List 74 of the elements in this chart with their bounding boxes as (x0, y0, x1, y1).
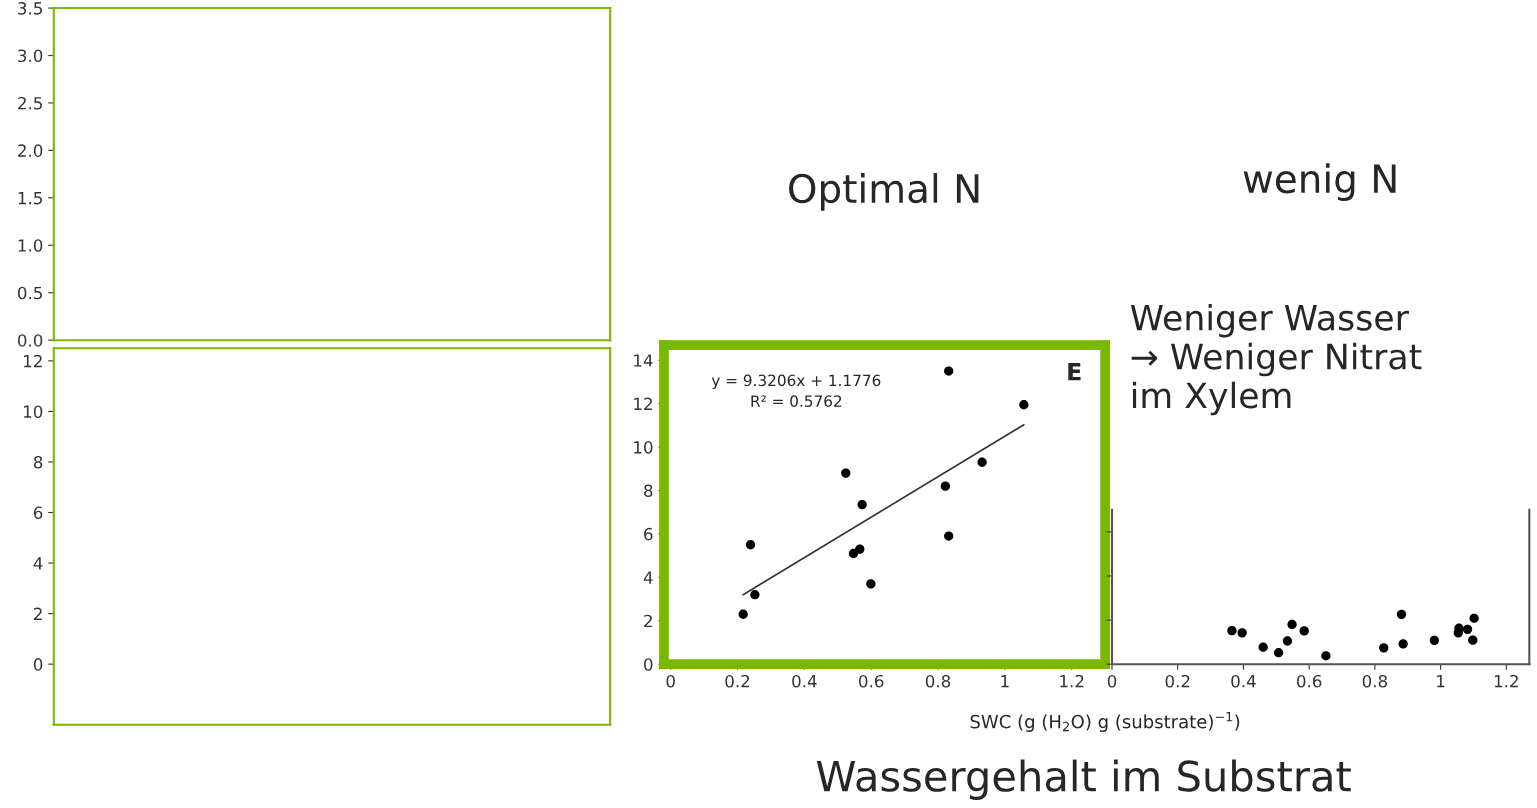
x-tick-label: 0.6 (859, 674, 884, 688)
point (1321, 651, 1331, 661)
y-tick-label: 1.0 (18, 239, 43, 252)
y-tick-label: 3.5 (18, 2, 42, 15)
y-tick-label: 2.0 (18, 144, 43, 157)
point (848, 548, 859, 559)
point (1237, 628, 1247, 638)
chart-title: wenig N (1243, 163, 1396, 201)
y-tick-label: 2 (644, 614, 652, 628)
y-tick-label: 8 (33, 455, 43, 469)
y-tick-label: 0.0 (17, 334, 43, 347)
point (866, 579, 876, 589)
x-axis-title: SWC (g (H$_{2}$O) g (substrate)$^{−1}$) (970, 712, 1240, 732)
y-tick-label: 10 (24, 405, 43, 418)
point (1227, 626, 1237, 636)
annotation: y = 9.3206x + 1.1776 (711, 374, 881, 390)
point (738, 609, 748, 619)
point (1462, 624, 1473, 634)
point (1379, 643, 1389, 653)
point (944, 531, 954, 541)
y-tick-label: 6 (33, 506, 43, 520)
point (841, 468, 851, 478)
x-tick-label: 1.2 (1060, 674, 1084, 688)
text: Weniger Wasser → Weniger Nitrat im Xylem (1130, 303, 1422, 416)
point (1429, 635, 1440, 646)
point (1258, 642, 1268, 652)
point (857, 499, 867, 510)
point (940, 481, 951, 491)
y-tick-label: 10 (634, 441, 653, 454)
point (1287, 619, 1297, 630)
y-tick-label: 0 (644, 658, 653, 671)
y-tick-label: 0 (33, 658, 43, 671)
x-tick-label: 0.4 (792, 674, 817, 688)
y-tick-label: 12 (24, 354, 42, 368)
point (977, 457, 987, 467)
point (745, 540, 756, 550)
y-tick-label: 8 (644, 484, 653, 498)
x-tick-label: 0.8 (1362, 674, 1387, 688)
chart-title: Optimal N (789, 173, 979, 211)
annotation: R² = 0.5762 (751, 395, 842, 407)
y-tick-label: 1.5 (18, 192, 42, 205)
x-tick-label: 0.2 (1165, 674, 1190, 688)
point (1282, 636, 1293, 646)
x-tick-label: 0.4 (1231, 674, 1256, 688)
y-tick-label: 2 (34, 607, 42, 620)
y-tick-label: 4 (33, 557, 43, 570)
x-tick-label: 0 (1107, 674, 1117, 688)
point (1468, 635, 1478, 645)
y-tick-label: 2.5 (18, 96, 42, 110)
point (1469, 613, 1479, 623)
point (1273, 648, 1284, 658)
x-tick-label: 1 (1001, 675, 1009, 688)
point (1454, 623, 1464, 633)
annotation: E (1068, 363, 1081, 381)
point (1019, 400, 1029, 410)
x-tick-label: 1.2 (1494, 674, 1518, 688)
y-tick-label: 14 (634, 354, 653, 367)
y-tick-label: 4 (643, 571, 653, 584)
x-tick-label: 0 (666, 674, 675, 688)
point (1398, 639, 1408, 649)
y-tick-label: 0.5 (17, 286, 42, 300)
x-tick-label: 0.2 (725, 674, 750, 688)
y-tick-label: 12 (634, 397, 652, 410)
text: Wassergehalt im Substrat (816, 759, 1351, 800)
point (855, 544, 865, 554)
point (944, 366, 954, 376)
x-tick-label: 1 (1437, 675, 1445, 688)
point (1396, 609, 1407, 620)
y-tick-label: 6 (644, 527, 653, 541)
x-tick-label: 0.8 (925, 674, 951, 688)
point (750, 590, 760, 600)
y-tick-label: 3.0 (18, 49, 43, 63)
x-tick-label: 0.6 (1297, 674, 1322, 688)
point (1299, 626, 1309, 636)
